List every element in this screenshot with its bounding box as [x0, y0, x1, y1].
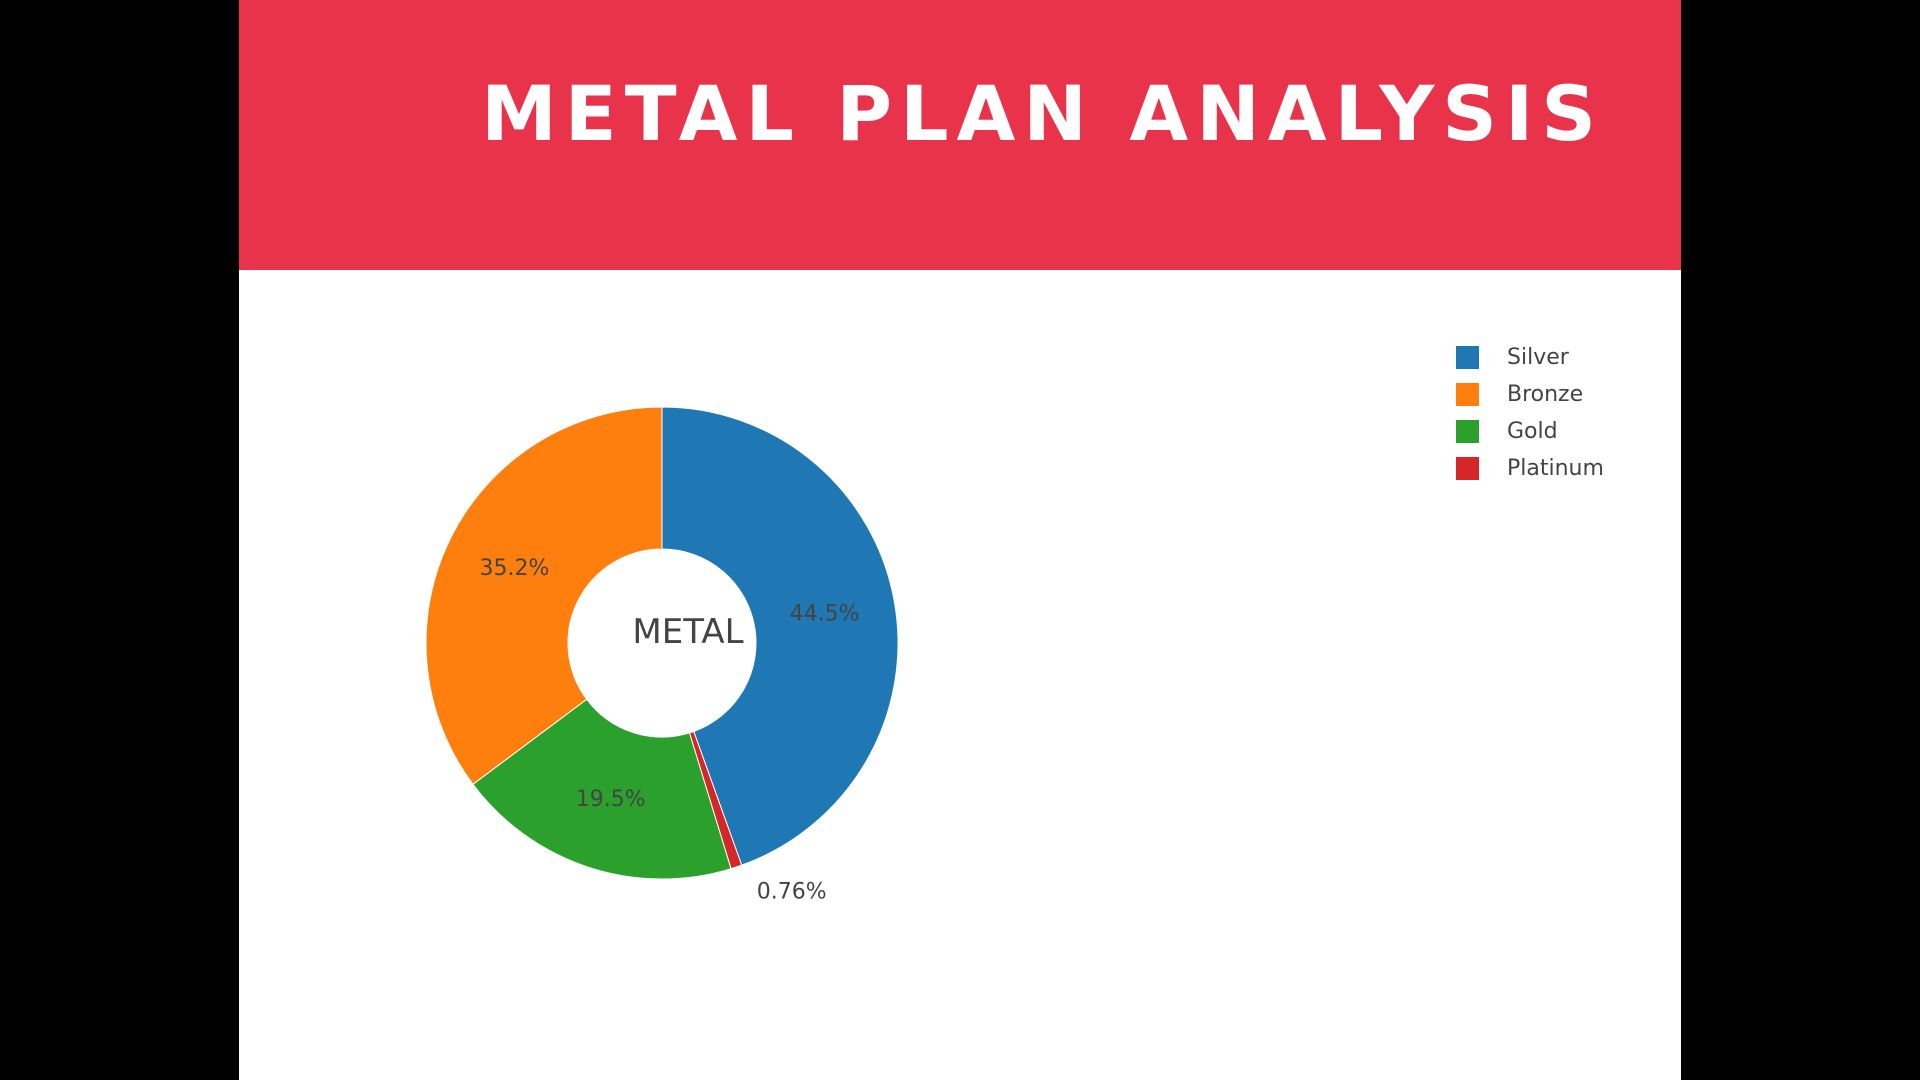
- pie-slice-gold: [472, 698, 732, 880]
- slice-label-platinum: 0.76%: [757, 879, 827, 904]
- legend-item-gold[interactable]: Gold: [1456, 413, 1604, 450]
- legend-item-silver[interactable]: Silver: [1456, 339, 1604, 376]
- title-banner: METAL PLAN ANALYSIS: [239, 0, 1681, 270]
- slide: METAL PLAN ANALYSIS 44.5% 0.76% 19.5% 35.2%…: [239, 0, 1681, 1080]
- slice-labels: 44.5% 0.76% 19.5% 35.2%: [480, 556, 860, 904]
- center-label: METAL: [632, 612, 743, 652]
- legend-item-bronze[interactable]: Bronze: [1456, 376, 1604, 413]
- pie-slice-silver: [661, 406, 899, 866]
- legend-swatch: [1456, 346, 1479, 369]
- legend-swatch: [1456, 420, 1479, 443]
- pie-slices: [425, 406, 899, 880]
- legend-swatch: [1456, 383, 1479, 406]
- legend-label: Silver: [1507, 345, 1569, 370]
- page-title: METAL PLAN ANALYSIS: [481, 69, 1604, 158]
- legend-item-platinum[interactable]: Platinum: [1456, 450, 1604, 487]
- legend-label: Gold: [1507, 419, 1558, 444]
- legend-label: Platinum: [1507, 456, 1604, 481]
- slice-label-gold: 19.5%: [576, 787, 646, 812]
- donut-chart: 44.5% 0.76% 19.5% 35.2% METAL: [425, 406, 899, 904]
- legend-swatch: [1456, 457, 1479, 480]
- slice-label-bronze: 35.2%: [480, 556, 550, 581]
- legend: Silver Bronze Gold Platinum: [1456, 339, 1604, 487]
- legend-label: Bronze: [1507, 382, 1584, 407]
- slice-label-silver: 44.5%: [790, 602, 860, 627]
- pie-slice-bronze: [425, 406, 663, 785]
